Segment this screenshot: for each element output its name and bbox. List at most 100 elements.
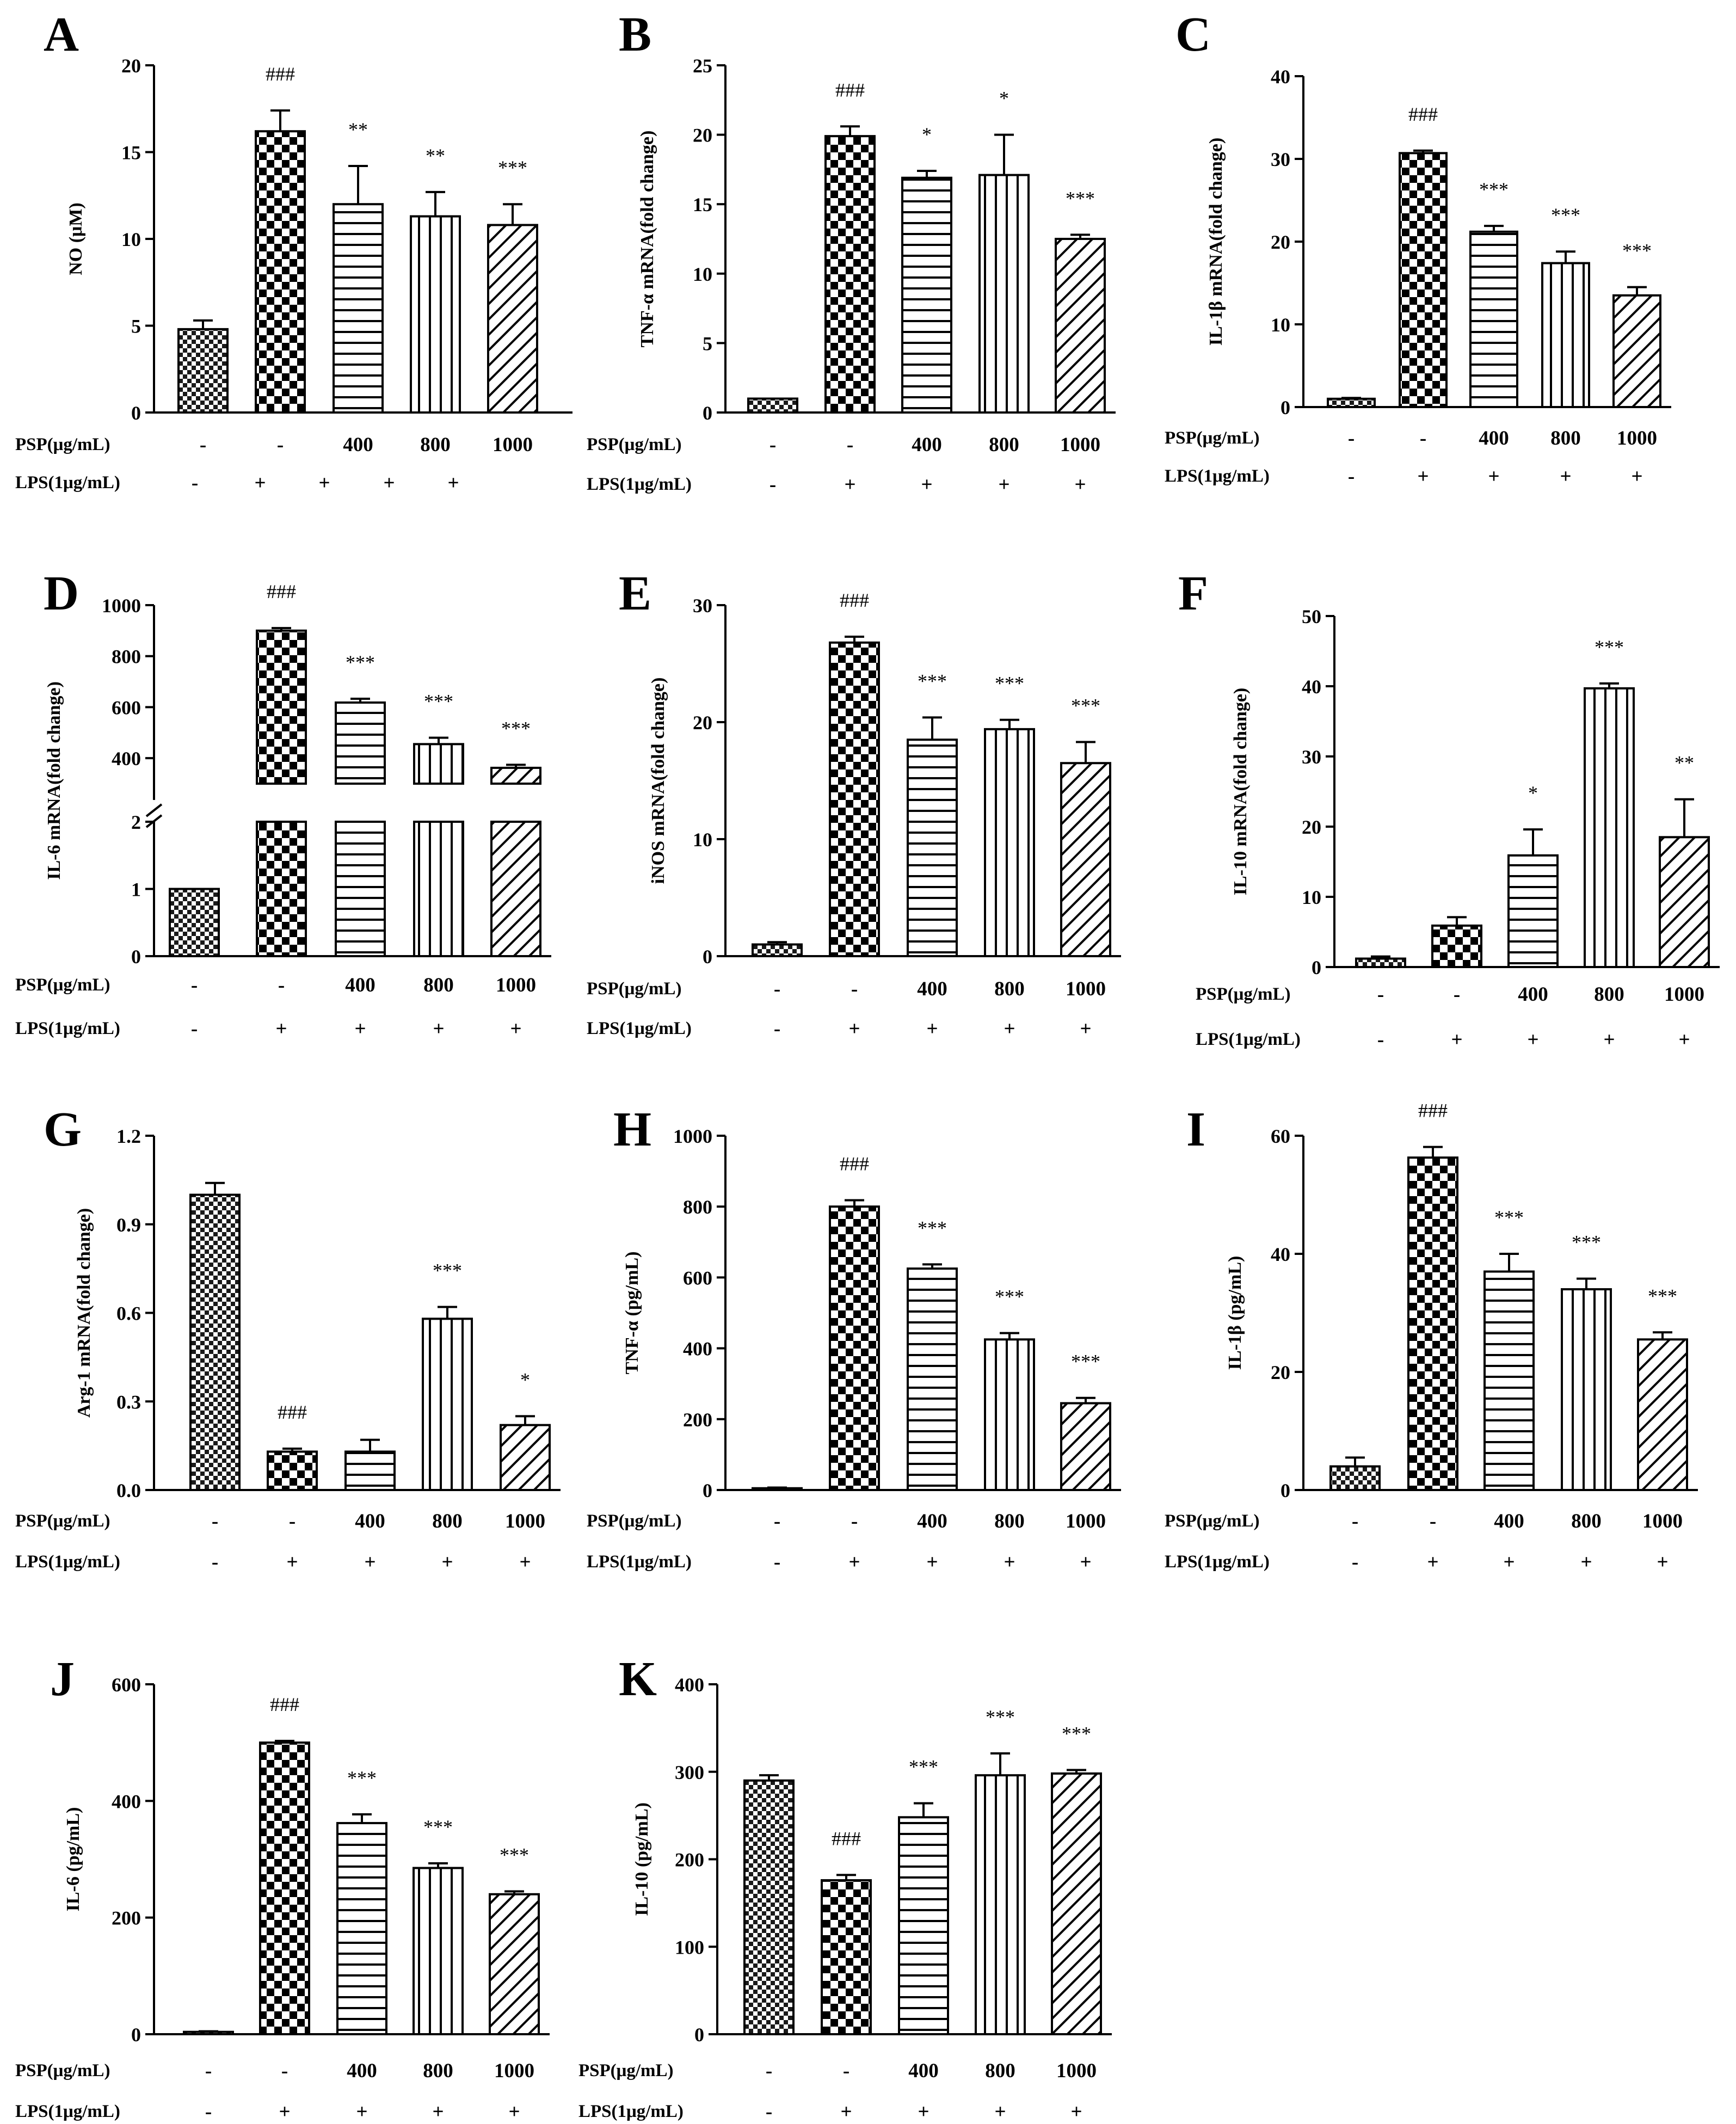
psp-dose-label: 400	[912, 434, 942, 456]
bar-3	[1483, 1270, 1535, 1492]
lps-status-label: +	[918, 2101, 929, 2123]
y-tick-label: 15	[693, 194, 712, 216]
lps-status-label: -	[192, 472, 198, 494]
lps-status-label: +	[447, 472, 459, 494]
lps-status-label: -	[212, 1551, 218, 1573]
lps-status-label: +	[279, 2101, 290, 2123]
bar-5	[1612, 294, 1661, 408]
psp-dose-label: 400	[1518, 983, 1548, 1006]
psp-row-label: PSP(μg/mL)	[587, 435, 682, 454]
bar-3	[907, 1267, 958, 1491]
psp-dose-label: -	[1348, 427, 1355, 450]
psp-dose-label: 400	[355, 1510, 385, 1532]
lps-status-label: +	[840, 2101, 852, 2123]
bar-2	[267, 1450, 318, 1492]
panel-h: H TNF-α (pg/mL) 0 200 400 600 800 1000 ### *** ***…	[587, 1103, 1121, 1573]
panel-letter: B	[619, 8, 651, 61]
bar-3	[907, 738, 958, 957]
lps-status-label: -	[1377, 1029, 1384, 1051]
panel-d: D IL-6 mRNA(fold change) 0 1 2 400 600 800 1000 #…	[15, 567, 551, 1040]
lps-row-label: LPS(1μg/mL)	[1165, 1552, 1270, 1572]
bar-3	[1469, 230, 1518, 408]
significance-marker: ***	[1622, 240, 1652, 262]
significance-marker: **	[1675, 752, 1694, 774]
lps-status-label: +	[844, 473, 855, 496]
psp-dose-label: 400	[917, 978, 947, 1000]
significance-marker: ***	[918, 1217, 947, 1239]
y-tick-label: 0.6	[116, 1303, 141, 1325]
y-tick-label: 0	[703, 946, 712, 968]
panel-letter: G	[44, 1103, 82, 1156]
bar-5	[1055, 238, 1106, 414]
lps-status-label: +	[848, 1018, 860, 1040]
lps-row-label: LPS(1μg/mL)	[587, 475, 692, 494]
bar-5	[1060, 762, 1111, 957]
psp-dose-label: 1000	[1617, 427, 1657, 450]
lps-status-label: +	[994, 2101, 1006, 2123]
lps-status-label: +	[432, 2101, 444, 2123]
panel-g: G Arg-1 mRNA(fold change) 0.0 0.3 0.6 0.9 1.2 #…	[15, 1103, 561, 1573]
significance-marker: ***	[1572, 1232, 1601, 1253]
psp-dose-label: 800	[994, 1510, 1025, 1532]
y-tick-label: 0	[131, 402, 141, 424]
significance-marker: ***	[1071, 695, 1100, 717]
panel-letter: E	[619, 567, 651, 620]
psp-row-label: PSP(μg/mL)	[578, 2061, 674, 2080]
y-tick-label: 10	[693, 263, 712, 285]
axis-break-mark	[145, 803, 163, 817]
panel-letter: J	[50, 1652, 75, 1706]
lps-status-label: +	[926, 1018, 938, 1040]
psp-dose-label: 1000	[1060, 434, 1100, 456]
psp-dose-label: 800	[432, 1510, 463, 1532]
significance-marker: ###	[267, 581, 296, 602]
y-tick-label: 0	[1281, 1480, 1290, 1501]
significance-marker: **	[348, 119, 368, 140]
y-tick-label: 5	[131, 316, 141, 337]
y-tick-label: 15	[121, 142, 141, 164]
lps-status-label: +	[433, 1018, 444, 1040]
lps-status-label: +	[510, 1018, 521, 1040]
psp-dose-label: -	[205, 2060, 212, 2082]
y-tick-label: 10	[121, 229, 141, 250]
panel-letter: D	[44, 567, 79, 620]
y-tick-label: 5	[703, 333, 712, 354]
lps-row-label: LPS(1μg/mL)	[15, 2102, 120, 2121]
bar-1	[1355, 957, 1406, 969]
lps-status-label: -	[205, 2101, 212, 2123]
panel-letter: A	[44, 8, 79, 61]
psp-dose-label: 400	[917, 1510, 947, 1532]
panel-letter: F	[1178, 567, 1208, 620]
y-tick-label: 1.2	[116, 1125, 141, 1147]
significance-marker: ***	[909, 1756, 938, 1778]
psp-dose-label: 800	[989, 434, 1019, 456]
psp-dose-label: 1000	[1642, 1510, 1683, 1532]
lps-status-label: +	[519, 1551, 531, 1573]
y-tick-label: 30	[1271, 149, 1290, 170]
y-tick-label: 20	[693, 125, 712, 146]
lps-status-label: +	[1503, 1551, 1515, 1573]
bar-1	[1329, 1465, 1381, 1492]
significance-marker: ***	[1479, 178, 1509, 200]
y-axis-title: iNOS mRNA(fold change)	[648, 678, 668, 884]
lps-status-label: +	[1580, 1551, 1592, 1573]
bar-2	[1407, 1156, 1458, 1491]
y-axis-title: IL-6 (pg/mL)	[63, 1807, 83, 1912]
psp-dose-label: -	[847, 434, 853, 456]
y-tick-label: 0	[694, 2024, 704, 2046]
y-axis-title: IL-1β (pg/mL)	[1225, 1256, 1245, 1370]
significance-marker: ***	[346, 651, 375, 673]
bar-5	[489, 1893, 540, 2036]
bar-4	[975, 1774, 1026, 2035]
significance-marker: **	[426, 145, 445, 167]
significance-marker: ***	[1062, 1723, 1091, 1745]
psp-dose-label: -	[1352, 1510, 1358, 1532]
bar-4	[413, 821, 464, 957]
bar-3	[335, 701, 386, 785]
bar-2	[821, 1879, 872, 2036]
lps-status-label: +	[1080, 1018, 1091, 1040]
lps-status-label: +	[1004, 1018, 1015, 1040]
psp-dose-label: 800	[1571, 1510, 1602, 1532]
significance-marker: ***	[347, 1767, 377, 1789]
psp-dose-label: -	[1377, 983, 1384, 1006]
panel-letter: H	[613, 1103, 651, 1156]
